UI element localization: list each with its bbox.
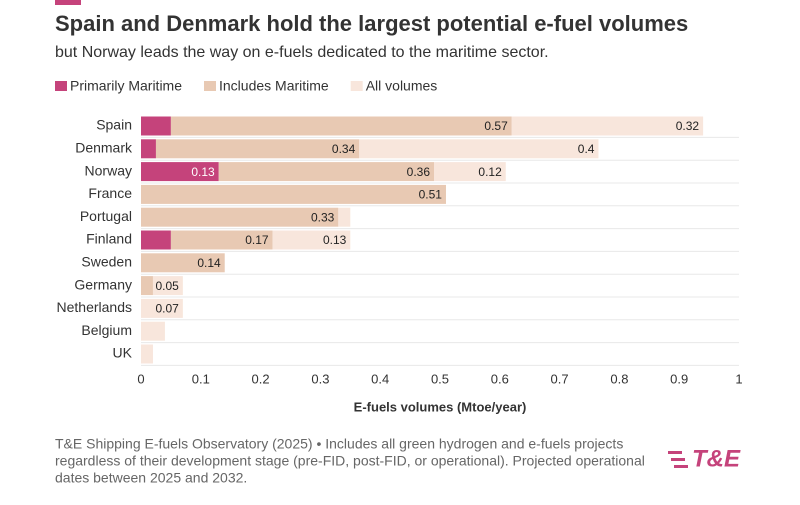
y-tick-label: Spain bbox=[96, 117, 132, 133]
x-tick-label: 0.3 bbox=[311, 371, 329, 386]
bar-segment bbox=[359, 139, 599, 159]
x-tick-label: 0.6 bbox=[491, 371, 509, 386]
bar-segment bbox=[141, 344, 153, 364]
data-label: 0.34 bbox=[332, 142, 356, 156]
x-tick-label: 0.2 bbox=[252, 371, 270, 386]
bar-segment bbox=[141, 207, 339, 227]
legend-swatch bbox=[204, 81, 216, 91]
bar-segment bbox=[272, 230, 351, 250]
logo: T&E bbox=[692, 445, 741, 472]
legend-label: Includes Maritime bbox=[219, 78, 329, 94]
legend-swatch bbox=[55, 81, 67, 91]
chart-subtitle: but Norway leads the way on e-fuels dedi… bbox=[55, 44, 549, 61]
data-label: 0.13 bbox=[191, 165, 215, 179]
y-tick-label: Norway bbox=[85, 162, 132, 178]
y-tick-label: Germany bbox=[74, 276, 132, 292]
bar-segment bbox=[218, 162, 435, 182]
bar-segment bbox=[141, 298, 183, 318]
y-tick-label: Finland bbox=[86, 231, 132, 247]
y-tick-label: Belgium bbox=[81, 322, 132, 338]
x-tick-label: 0.4 bbox=[371, 371, 389, 386]
data-label: 0.33 bbox=[311, 210, 335, 224]
bar-segment bbox=[141, 184, 446, 204]
source: dates between 2025 and 2032. bbox=[55, 470, 247, 486]
y-tick-label: France bbox=[88, 185, 132, 201]
bar-segment bbox=[511, 116, 704, 136]
bar-segment bbox=[170, 230, 273, 250]
logo-stripes bbox=[668, 451, 688, 468]
y-tick-label: Denmark bbox=[75, 140, 133, 156]
x-tick-label: 0 bbox=[137, 371, 144, 386]
data-label: 0.36 bbox=[407, 165, 431, 179]
y-tick-label: Netherlands bbox=[57, 299, 133, 315]
legend-label: All volumes bbox=[366, 78, 438, 94]
bar-segment bbox=[141, 230, 171, 250]
bar-segment bbox=[141, 162, 219, 182]
bar-segment bbox=[338, 207, 351, 227]
data-label: 0.12 bbox=[478, 165, 502, 179]
bar-segment bbox=[141, 116, 171, 136]
bar-segment bbox=[152, 276, 183, 296]
bar-segment bbox=[155, 139, 360, 159]
accent bbox=[55, 0, 81, 5]
data-label: 0.05 bbox=[156, 279, 180, 293]
data-label: 0.57 bbox=[484, 119, 508, 133]
legend-label: Primarily Maritime bbox=[70, 78, 182, 94]
bar-segment bbox=[141, 276, 153, 296]
data-label: 0.4 bbox=[578, 142, 595, 156]
x-tick-label: 0.1 bbox=[192, 371, 210, 386]
chart-title: Spain and Denmark hold the largest poten… bbox=[55, 11, 688, 36]
data-label: 0.17 bbox=[245, 233, 269, 247]
x-axis-title: E-fuels volumes (Mtoe/year) bbox=[354, 399, 527, 414]
bar-segment bbox=[170, 116, 512, 136]
data-label: 0.14 bbox=[197, 256, 221, 270]
source: regardless of their development stage (p… bbox=[55, 453, 645, 469]
y-tick-label: UK bbox=[113, 345, 133, 361]
x-tick-label: 0.9 bbox=[670, 371, 688, 386]
bar-segment bbox=[141, 253, 225, 273]
bar-segment bbox=[141, 139, 156, 159]
legend-swatch bbox=[350, 81, 363, 91]
y-tick-label: Portugal bbox=[80, 208, 132, 224]
y-tick-label: Sweden bbox=[81, 254, 132, 270]
x-tick-label: 0.8 bbox=[610, 371, 628, 386]
bar-segment bbox=[434, 162, 506, 182]
source: T&E Shipping E-fuels Observatory (2025) … bbox=[55, 436, 623, 452]
data-label: 0.07 bbox=[156, 302, 180, 316]
x-tick-label: 0.7 bbox=[551, 371, 569, 386]
bar-segment bbox=[141, 321, 165, 341]
x-tick-label: 0.5 bbox=[431, 371, 449, 386]
data-label: 0.51 bbox=[419, 188, 443, 202]
x-tick-label: 1 bbox=[735, 371, 742, 386]
data-label: 0.32 bbox=[676, 119, 700, 133]
data-label: 0.13 bbox=[323, 233, 347, 247]
